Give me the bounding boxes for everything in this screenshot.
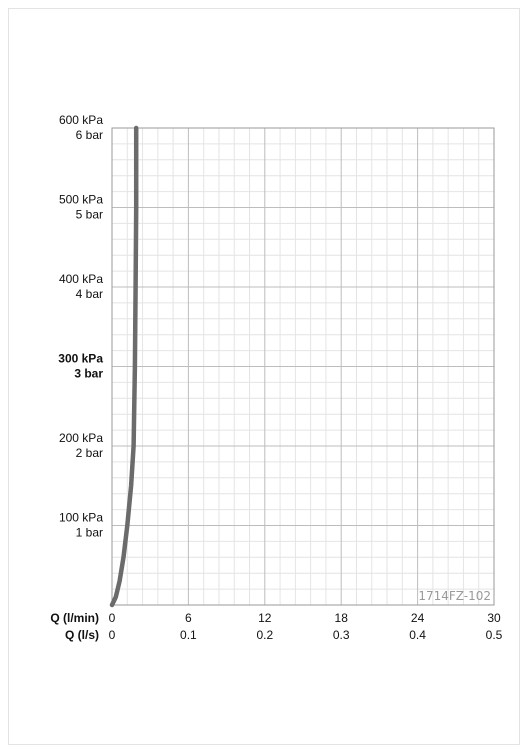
flow-curve (109, 125, 139, 608)
y-tick-bar: 4 bar (76, 287, 103, 301)
major-grid (112, 128, 494, 605)
y-tick-bar: 6 bar (76, 128, 103, 142)
x-tick-label: 30 (487, 611, 501, 625)
y-tick-kpa: 500 kPa (59, 193, 103, 207)
x-tick-label: 0 (109, 611, 116, 625)
x-tick-label: 12 (258, 611, 272, 625)
y-tick-kpa: 200 kPa (59, 431, 103, 445)
plot-frame (111, 127, 495, 606)
x-axis-ticks: 0 6 12 18 24 30 0 0.1 0.2 0.3 0.4 0.5 (109, 611, 503, 642)
chart-page (8, 8, 520, 745)
product-code-label: 1714FZ-102 (418, 589, 491, 603)
x-tick-label: 0.2 (256, 628, 273, 642)
x-axis-title-ls: Q (l/s) (65, 628, 99, 642)
y-tick-kpa: 400 kPa (59, 272, 103, 286)
y-tick-bar: 3 bar (74, 367, 103, 381)
x-tick-label: 24 (411, 611, 425, 625)
x-tick-label: 6 (185, 611, 192, 625)
y-tick-kpa: 600 kPa (59, 113, 103, 127)
y-tick-kpa: 300 kPa (58, 352, 103, 366)
x-axis-title-lmin: Q (l/min) (50, 611, 99, 625)
x-tick-label: 0.3 (333, 628, 350, 642)
x-tick-label: 0 (109, 628, 116, 642)
x-tick-label: 0.1 (180, 628, 197, 642)
x-tick-label: 0.5 (486, 628, 503, 642)
y-tick-bar: 5 bar (76, 208, 103, 222)
y-tick-bar: 2 bar (76, 446, 103, 460)
y-tick-bar: 1 bar (76, 526, 103, 540)
x-tick-label: 0.4 (409, 628, 426, 642)
y-tick-kpa: 100 kPa (59, 511, 103, 525)
x-tick-label: 18 (335, 611, 349, 625)
